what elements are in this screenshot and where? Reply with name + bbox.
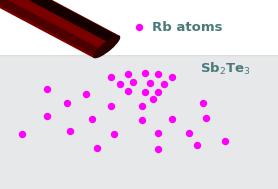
Ellipse shape <box>93 36 120 58</box>
Polygon shape <box>0 0 103 56</box>
Text: Rb atoms: Rb atoms <box>152 21 222 34</box>
FancyBboxPatch shape <box>0 56 278 189</box>
Polygon shape <box>0 0 119 43</box>
Polygon shape <box>0 0 120 58</box>
Text: Sb$_2$Te$_3$: Sb$_2$Te$_3$ <box>200 61 251 77</box>
